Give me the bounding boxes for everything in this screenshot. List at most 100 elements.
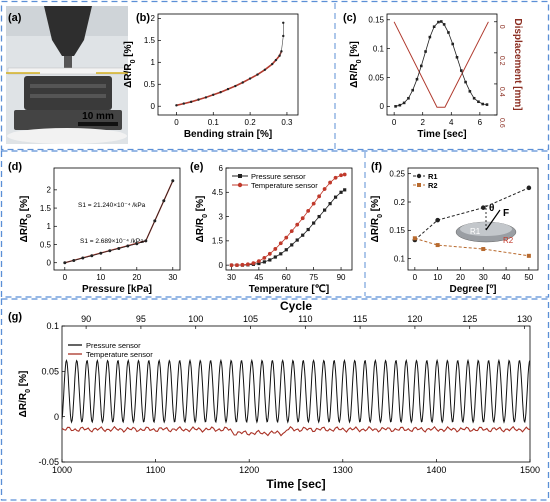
x-tick-label: 40: [502, 273, 511, 282]
panel-label: (f): [371, 161, 382, 173]
y-axis-label: ΔR/R0 [%]: [370, 196, 384, 243]
data-point: [241, 81, 244, 84]
data-point: [256, 259, 261, 263]
y-tick-label: 1.5: [40, 204, 52, 213]
x-axis-label: Time [sec]: [417, 129, 466, 140]
y-axis-label: ΔR/R0 [%]: [349, 41, 363, 88]
x2-tick-label: 95: [136, 314, 146, 324]
data-point: [153, 219, 157, 223]
data-point: [63, 261, 67, 265]
data-point: [171, 179, 175, 183]
force-arrow: [485, 209, 501, 231]
data-point: [342, 172, 347, 177]
frame-bottom: [0, 298, 550, 501]
data-point: [204, 96, 208, 99]
data-point: [419, 64, 423, 68]
data-point: [477, 100, 480, 104]
y-axis-label: ΔR/R0 [%]: [195, 196, 209, 243]
x-axis-label: Degree [º]: [450, 284, 497, 295]
data-point: [480, 205, 486, 210]
series-line: [231, 189, 345, 266]
y-tick-label: 4.5: [212, 188, 224, 197]
data-point: [428, 35, 432, 39]
x-tick-label: 60: [282, 273, 291, 282]
x-tick-label: 1500: [520, 465, 540, 475]
data-point: [311, 201, 316, 206]
data-point: [333, 175, 338, 180]
data-point: [212, 93, 215, 97]
temperature-line: [61, 425, 531, 437]
x-tick-label: 20: [456, 273, 465, 282]
data-point: [282, 34, 285, 38]
data-point: [442, 23, 446, 26]
data-point: [240, 262, 245, 267]
x-tick-label: 10: [96, 273, 105, 282]
plot-frame: [53, 167, 181, 271]
legend-marker: [237, 182, 243, 188]
data-point: [455, 55, 459, 59]
x2-tick-label: 110: [298, 314, 312, 324]
data-point: [135, 242, 139, 246]
scalebar-label: 10 mm: [82, 111, 114, 122]
chart-b: 0 0.1 0.2 0.3 0 0.5 1 1.5 2 Bending strain [%] ΔR/…: [123, 12, 299, 140]
data-point: [117, 247, 121, 251]
legend-label: Temperature sensor: [86, 350, 153, 359]
data-point: [464, 80, 467, 84]
data-point: [279, 252, 283, 256]
x-axis-label: Pressure [kPa]: [82, 284, 152, 295]
x-tick-label: 20: [132, 273, 141, 282]
data-point: [411, 88, 415, 92]
data-point: [472, 96, 476, 100]
x-tick-label: 6: [478, 118, 483, 127]
x-tick-label: 4: [449, 118, 454, 127]
plot-frame: [386, 13, 498, 116]
data-point: [282, 21, 285, 24]
data-point: [278, 241, 283, 246]
data-point: [273, 255, 277, 259]
data-point: [263, 68, 267, 71]
pressure-line: [61, 358, 531, 424]
data-point: [432, 25, 436, 28]
x-axis-label: Time [sec]: [266, 477, 325, 491]
legend-label: Temperature sensor: [251, 181, 318, 190]
y-tick-label: -0.05: [38, 457, 59, 467]
x-tick-label: 10: [433, 273, 442, 282]
x-tick-label: 75: [309, 273, 318, 282]
data-point: [274, 58, 278, 62]
data-point: [317, 214, 321, 219]
y-tick-label: 0: [219, 261, 224, 270]
x-tick-label: 0.3: [281, 118, 293, 127]
series-line: [279, 22, 284, 56]
data-point: [235, 263, 239, 268]
data-point: [267, 251, 272, 256]
x-tick-label: 30: [227, 273, 236, 282]
inset-r1: R1: [470, 227, 481, 236]
data-point: [268, 258, 272, 262]
legend-label: Pressure sensor: [251, 172, 306, 181]
data-point: [481, 247, 486, 252]
y-tick-label: 0: [54, 412, 59, 422]
legend-label: R2: [428, 181, 438, 190]
y2-tick-label: 0: [498, 25, 505, 29]
x-axis-label: Temperature [℃]: [249, 284, 330, 295]
data-point: [262, 260, 266, 264]
x-tick-label: 2: [420, 118, 425, 127]
frame-top: [0, 0, 550, 151]
data-point: [437, 20, 440, 24]
data-point: [481, 102, 485, 106]
data-point: [407, 96, 410, 100]
y-axis-label: ΔR/R0 [%]: [123, 41, 137, 88]
data-point: [189, 100, 193, 104]
series-line: [414, 187, 530, 241]
annotation: S1 = 21.240×10⁻⁴ /kPa: [78, 202, 146, 209]
data-point: [248, 77, 252, 80]
data-point: [451, 42, 455, 46]
x2-tick-label: 90: [81, 314, 91, 324]
legend-marker: [416, 173, 422, 179]
x2-axis-label: Cycle: [280, 299, 312, 313]
displacement-line: [393, 21, 489, 108]
data-point: [182, 102, 185, 105]
data-point: [323, 208, 327, 212]
x-tick-label: 1300: [333, 465, 353, 475]
